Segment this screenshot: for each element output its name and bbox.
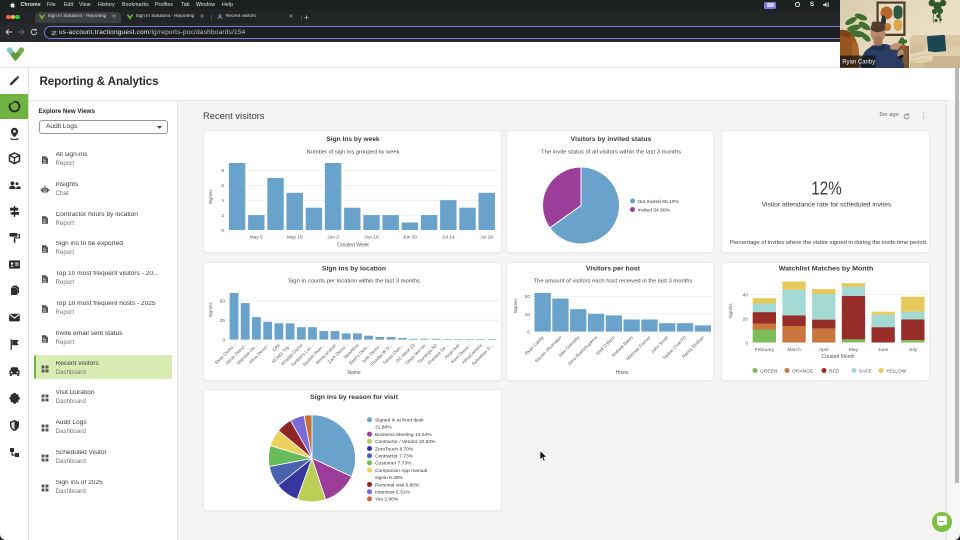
svg-text:CPA: CPA <box>271 343 281 353</box>
svg-text:8: 8 <box>221 168 224 174</box>
svg-text:Jun 2: Jun 2 <box>327 234 339 240</box>
svg-text:Number of sign ins grouped by: Number of sign ins grouped by week <box>307 149 400 155</box>
svg-text:31.88%: 31.88% <box>375 424 392 430</box>
svg-text:40: 40 <box>742 292 748 298</box>
svg-text:12%: 12% <box>811 177 841 198</box>
svg-text:6: 6 <box>221 183 224 189</box>
svg-text:Signed in at front desk: Signed in at front desk <box>375 417 424 423</box>
svg-text:The amount of visitors each ho: The amount of visitors each host receive… <box>534 278 693 284</box>
svg-text:ORANGE: ORANGE <box>792 369 814 375</box>
svg-text:0: 0 <box>527 329 530 335</box>
svg-text:20: 20 <box>525 294 531 300</box>
svg-text:Jul 14: Jul 14 <box>442 234 455 240</box>
svg-text:Companion App manual: Companion App manual <box>375 467 427 473</box>
svg-text:2: 2 <box>221 213 224 219</box>
svg-text:Interview 5.31%: Interview 5.31% <box>375 489 410 495</box>
svg-text:Created Month: Created Month <box>821 354 854 360</box>
svg-text:Visitors by invited status: Visitors by invited status <box>571 136 652 143</box>
svg-text:Signins: Signins <box>208 189 213 205</box>
svg-text:Sign in counts per location wi: Sign in counts per location within the l… <box>288 278 420 284</box>
svg-text:0: 0 <box>221 228 224 234</box>
svg-text:Sign ins by location: Sign ins by location <box>322 265 386 272</box>
svg-text:0: 0 <box>222 337 225 343</box>
svg-text:50: 50 <box>220 299 226 305</box>
svg-text:Jun 30: Jun 30 <box>403 234 418 240</box>
svg-text:YELLOW: YELLOW <box>886 369 907 375</box>
svg-text:GREEN: GREEN <box>760 369 778 375</box>
svg-text:Contractor 7.73%: Contractor 7.73% <box>375 453 414 459</box>
svg-text:ZeroTouch 8.70%: ZeroTouch 8.70% <box>375 446 414 452</box>
svg-text:Watchlist Matches by Month: Watchlist Matches by Month <box>778 265 873 272</box>
svg-text:Signins: Signins <box>208 302 213 318</box>
svg-text:0: 0 <box>745 340 748 346</box>
svg-text:May 19: May 19 <box>287 234 303 240</box>
svg-text:Jun 16: Jun 16 <box>364 234 379 240</box>
svg-text:RED: RED <box>829 369 840 375</box>
svg-text:Percentage of invites where th: Percentage of invites where the visitor … <box>730 240 928 246</box>
svg-text:April: April <box>818 347 828 353</box>
svg-text:signin 6.28%: signin 6.28% <box>375 475 404 481</box>
svg-text:Contractor / Vendor 10.63%: Contractor / Vendor 10.63% <box>375 439 436 445</box>
svg-text:May 5: May 5 <box>250 234 263 240</box>
svg-text:Sign ins by reason for visit: Sign ins by reason for visit <box>310 393 398 400</box>
svg-text:Name: Name <box>347 370 361 376</box>
svg-text:Created Week: Created Week <box>337 242 369 248</box>
svg-text:Signins: Signins <box>728 303 733 319</box>
svg-text:Invited 34.90%: Invited 34.90% <box>638 208 671 214</box>
svg-text:July: July <box>908 347 917 353</box>
svg-text:Ryan Canby: Ryan Canby <box>842 60 875 66</box>
svg-text:March: March <box>787 347 801 353</box>
svg-text:25: 25 <box>220 318 226 324</box>
svg-text:Personal visit 5.80%: Personal visit 5.80% <box>375 482 420 488</box>
svg-text:June: June <box>877 347 888 353</box>
svg-text:Jul 28: Jul 28 <box>480 234 493 240</box>
svg-text:SAFE: SAFE <box>859 369 873 375</box>
svg-text:Hosts: Hosts <box>616 370 629 376</box>
svg-text:February: February <box>754 347 774 353</box>
svg-text:20: 20 <box>742 316 748 322</box>
svg-text:Visitors per host: Visitors per host <box>586 265 640 272</box>
svg-text:Yes 2.90%: Yes 2.90% <box>375 496 399 502</box>
svg-text:Signins: Signins <box>513 298 518 314</box>
svg-text:May: May <box>848 347 858 353</box>
svg-text:Sign Ins by week: Sign Ins by week <box>326 136 380 143</box>
svg-text:The invite status of all visit: The invite status of all visitors within… <box>541 149 681 155</box>
svg-text:Visitor attendance rate for sc: Visitor attendance rate for scheduled in… <box>761 203 891 209</box>
svg-text:4: 4 <box>221 198 224 204</box>
svg-text:10: 10 <box>525 312 531 318</box>
svg-text:Business Meeting 13.04%: Business Meeting 13.04% <box>375 431 432 437</box>
svg-text:Customer 7.73%: Customer 7.73% <box>375 460 412 466</box>
svg-text:Not Invited 65.10%: Not Invited 65.10% <box>638 199 680 205</box>
